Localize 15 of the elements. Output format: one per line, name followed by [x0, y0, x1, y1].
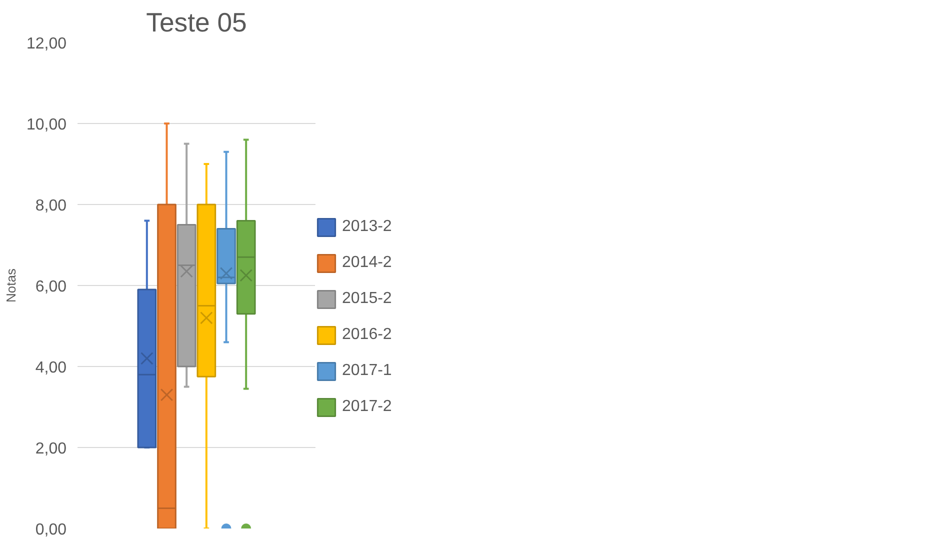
- legend-label: 2016-2: [342, 326, 392, 344]
- y-tick-label: 6,00: [35, 278, 67, 296]
- chart-title: Teste 05: [146, 8, 247, 38]
- y-tick-label: 8,00: [35, 198, 67, 214]
- legend-label: 2017-1: [342, 362, 392, 380]
- y-tick-label: 0,00: [35, 522, 67, 538]
- y-tick-label: 4,00: [35, 360, 67, 376]
- legend-label: 2017-2: [342, 398, 392, 416]
- legend-label: 2013-2: [342, 218, 392, 236]
- y-tick-label: 2,00: [35, 440, 67, 458]
- y-tick-label: 10,00: [26, 116, 67, 134]
- legend-label: 2014-2: [342, 254, 392, 272]
- y-tick-label: 12,00: [26, 36, 67, 52]
- y-axis-title: Notas: [3, 268, 18, 302]
- legend-label: 2015-2: [342, 290, 392, 308]
